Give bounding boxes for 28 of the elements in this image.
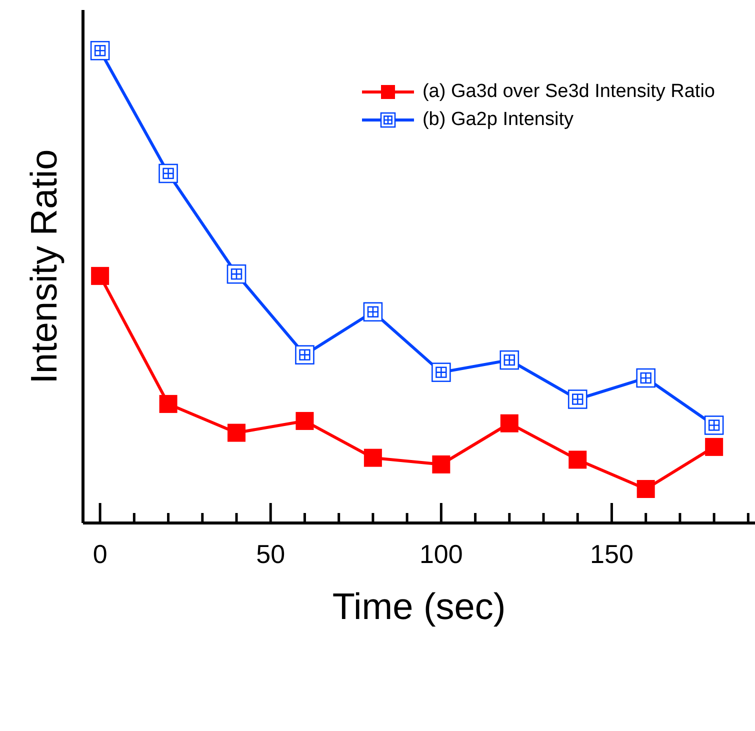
point bbox=[432, 362, 451, 382]
legend-label: (b) Ga2p Intensity bbox=[422, 109, 574, 131]
point bbox=[432, 455, 450, 474]
x-tick-label: 100 bbox=[419, 539, 463, 569]
y-axis-title: Intensity Ratio bbox=[24, 149, 64, 384]
point bbox=[296, 412, 314, 430]
point bbox=[158, 164, 178, 184]
point bbox=[228, 424, 246, 442]
x-axis-title: Time (sec) bbox=[332, 586, 506, 627]
point bbox=[500, 414, 518, 432]
point bbox=[705, 438, 724, 456]
point bbox=[636, 368, 656, 388]
point bbox=[295, 345, 314, 364]
x-tick-label: 150 bbox=[590, 539, 634, 569]
point bbox=[91, 266, 110, 285]
point bbox=[636, 480, 655, 498]
point bbox=[90, 40, 110, 60]
point bbox=[568, 390, 588, 409]
x-tick-label: 50 bbox=[256, 539, 286, 569]
point bbox=[568, 450, 587, 469]
legend-label: (a) Ga3d over Se3d Intensity Ratio bbox=[422, 81, 715, 103]
point bbox=[500, 350, 520, 370]
x-tick-label: 0 bbox=[92, 539, 108, 569]
point bbox=[704, 416, 724, 435]
point bbox=[363, 302, 383, 322]
point bbox=[159, 394, 178, 413]
point bbox=[364, 448, 382, 467]
point bbox=[226, 264, 246, 284]
